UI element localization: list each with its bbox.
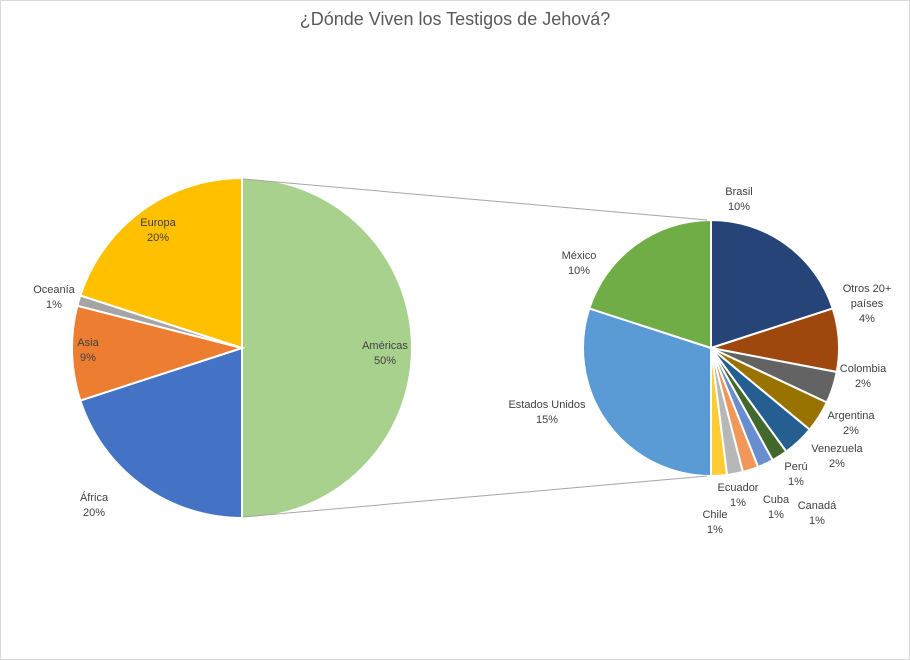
label-canada: Canadá 1% (798, 500, 837, 527)
slice-europa (79, 176, 243, 350)
label-brasil: Brasil 10% (725, 186, 753, 213)
label-estados-unidos: Estados Unidos 15% (508, 399, 586, 426)
chart-title: ¿Dónde Viven los Testigos de Jehová? (299, 9, 611, 29)
label-chile: Chile 1% (702, 509, 727, 536)
label-argentina: Argentina 2% (827, 410, 875, 437)
slice-asia (70, 304, 246, 402)
label-oceania: Oceanía 1% (33, 284, 75, 311)
label-otros-20-paises: Otros 20+ países 4% (843, 283, 892, 325)
label-peru: Perú 1% (784, 461, 807, 488)
label-mexico: México 10% (562, 250, 597, 277)
label-asia: Asia 9% (77, 337, 99, 364)
connector-line-top (242, 178, 708, 221)
connector-line-bottom (242, 475, 708, 518)
label-ecuador: Ecuador 1% (718, 482, 759, 509)
label-venezuela: Venezuela 2% (811, 443, 863, 470)
label-cuba: Cuba 1% (763, 494, 790, 521)
slice-estados-unidos (582, 307, 712, 478)
label-africa: África 20% (80, 491, 109, 519)
slice-brasil (710, 218, 835, 350)
label-americas: Américas 50% (362, 340, 408, 367)
label-europa: Europa 20% (140, 217, 176, 244)
label-colombia: Colombia 2% (840, 363, 887, 390)
slice-africa (79, 346, 243, 520)
slice-americas (241, 176, 413, 520)
slice-mexico (587, 218, 712, 350)
